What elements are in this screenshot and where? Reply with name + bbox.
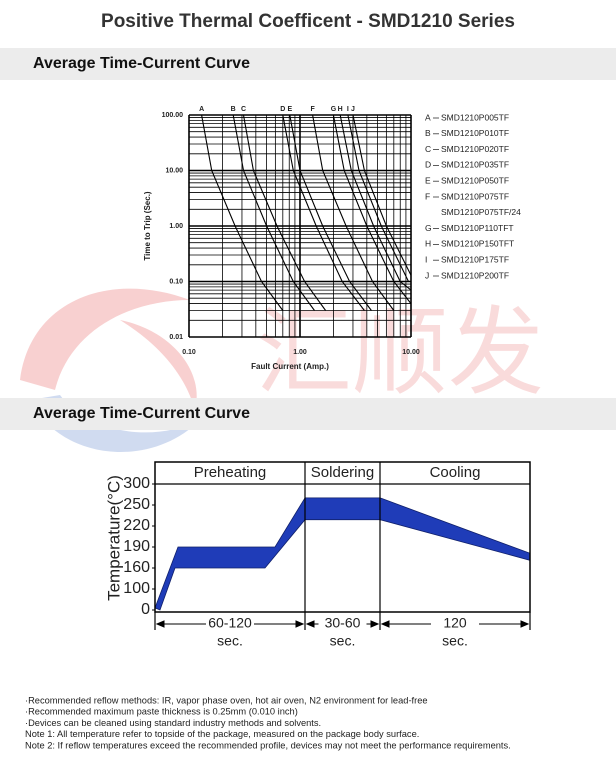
x-tick-label: 1.00	[293, 349, 307, 356]
y-tick-label: 160	[123, 559, 150, 576]
note: ·Recommended maximum paste thickness is …	[25, 707, 298, 717]
note: Note 2: If reflow temperatures exceed th…	[25, 740, 511, 750]
curve-letter: F	[311, 106, 316, 113]
notes: ·Recommended reflow methods: IR, vapor p…	[25, 695, 511, 750]
legend-letter: D	[425, 160, 431, 170]
phase-unit: sec.	[442, 633, 468, 649]
phase-name: Preheating	[194, 464, 267, 481]
curve	[339, 114, 412, 291]
legend-letter: E	[425, 175, 431, 185]
time-current-chart: 0.10 1.00 10.00 0.01 0.10 1.00 10.00 100.00 Faul…	[143, 106, 521, 371]
legend-label: SMD1210P150TFT	[441, 239, 514, 249]
section-title: Average Time-Current Curve	[33, 55, 250, 72]
phase-duration: 120	[443, 615, 467, 631]
legend-label: SMD1210P010TF	[441, 128, 509, 138]
curve	[347, 114, 409, 282]
y-tick-label: 0	[141, 601, 150, 618]
x-axis-label: Fault Current (Amp.)	[251, 362, 329, 371]
x-tick-label: 0.10	[182, 349, 196, 356]
y-tick-label: 220	[123, 517, 150, 534]
y-tick-label: 250	[123, 496, 150, 513]
curve-letter: J	[351, 106, 355, 113]
section-bar	[0, 398, 616, 430]
duration-arrow	[380, 620, 530, 628]
legend-letter: J	[425, 270, 429, 280]
y-tick-label: 300	[123, 475, 150, 492]
legend-letter: C	[425, 144, 431, 154]
curve	[201, 114, 284, 311]
note: ·Devices can be cleaned using standard i…	[25, 718, 321, 728]
legend-label: SMD1210P005TF	[441, 112, 509, 122]
legend-letter: A	[425, 112, 431, 122]
frame	[154, 461, 531, 613]
phase-unit: sec.	[330, 633, 356, 649]
page-title: Positive Thermal Coefficent - SMD1210 Se…	[101, 11, 515, 32]
phase-name: Cooling	[430, 464, 481, 481]
legend-label: SMD1210P110TFT	[441, 223, 514, 233]
curve-letter: A	[199, 106, 204, 113]
legend-label: SMD1210P020TF	[441, 144, 509, 154]
x-tick-label: 10.00	[402, 349, 420, 356]
duration-arrow	[155, 620, 305, 628]
y-axis-label: Temperature(°C)	[104, 475, 123, 601]
legend-label: SMD1210P175TF	[441, 254, 509, 264]
curve	[289, 114, 372, 311]
phase-duration: 30-60	[325, 615, 361, 631]
phase-unit: sec.	[217, 633, 243, 649]
curve-letter: I	[347, 106, 349, 113]
y-tick-label: 1.00	[169, 223, 183, 230]
temperature-band	[154, 497, 531, 611]
phase-duration: 60-120	[208, 615, 252, 631]
curve-letter: E	[288, 106, 293, 113]
legend-letter: I	[425, 254, 427, 264]
y-tick-label: 0.10	[169, 278, 183, 285]
legend-label: SMD1210P200TF	[441, 270, 509, 280]
section-title: Average Time-Current Curve	[33, 405, 250, 422]
y-tick-label: 10.00	[165, 167, 183, 174]
curve-letter: H	[338, 106, 343, 113]
curve-letter: C	[241, 106, 246, 113]
section-bar	[0, 48, 616, 80]
curve	[232, 114, 315, 311]
legend-letter: B	[425, 128, 431, 138]
legend-label: SMD1210P050TF	[441, 175, 509, 185]
legend-label: SMD1210P075TF	[441, 191, 509, 201]
curve-letter: G	[331, 106, 337, 113]
note: ·Recommended reflow methods: IR, vapor p…	[25, 695, 428, 705]
curve	[282, 114, 365, 311]
curve-letter: B	[231, 106, 236, 113]
curve	[332, 114, 412, 304]
note: Note 1: All temperature refer to topside…	[25, 729, 419, 739]
y-tick-label: 190	[123, 538, 150, 555]
legend-letter: H	[425, 239, 431, 249]
legend-letter: F	[425, 191, 430, 201]
y-axis-label: Time to Trip (Sec.)	[143, 191, 152, 261]
y-tick-label: 0.01	[169, 334, 183, 341]
legend-label: SMD1210P035TF	[441, 160, 509, 170]
legend-letter: G	[425, 223, 432, 233]
curve	[352, 114, 412, 276]
y-tick-label: 100.00	[162, 112, 184, 119]
duration-arrow	[305, 620, 380, 628]
curve	[312, 114, 395, 311]
curve	[242, 114, 327, 311]
y-tick-label: 100	[123, 580, 150, 597]
phase-name: Soldering	[311, 464, 374, 481]
curve-letter: D	[280, 106, 285, 113]
legend-label: SMD1210P075TF/24	[441, 207, 521, 217]
